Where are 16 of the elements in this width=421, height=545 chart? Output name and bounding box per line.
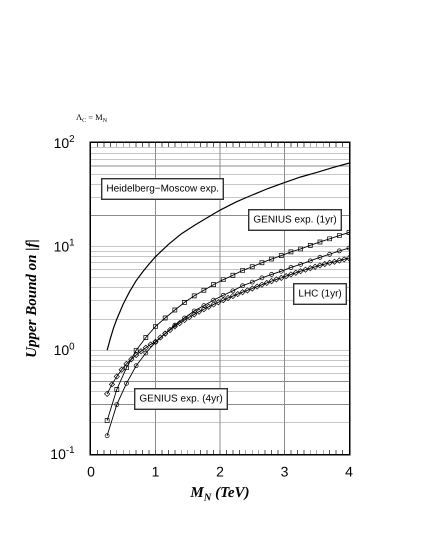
series-label: GENIUS exp. (1yr)	[253, 214, 337, 226]
x-tick-label: 0	[87, 463, 96, 480]
x-tick-label: 1	[152, 463, 160, 480]
y-tick-label: 10$^{1}$	[54, 238, 75, 255]
series-label: Heidelberg−Moscow exp.	[106, 183, 219, 194]
y-tick-label: 10$^{-1}$	[50, 445, 75, 462]
x-tick-label: 3	[280, 463, 289, 480]
x-tick-label: 4	[345, 463, 354, 480]
x-tick-label: 2	[216, 463, 224, 480]
series-label: LHC (1yr)	[298, 288, 342, 300]
y-tick-label: 10$^{2}$	[54, 134, 75, 151]
text: Λ$_{C}$ = M$_{N}$	[76, 112, 108, 124]
series-label: GENIUS exp. (4yr)	[139, 393, 223, 404]
y-axis-title: Upper Bound on |f|	[24, 239, 40, 358]
y-tick-label: 10$^{0}$	[54, 341, 76, 358]
x-axis-title: M$_{N}$ (TeV)	[189, 485, 250, 504]
